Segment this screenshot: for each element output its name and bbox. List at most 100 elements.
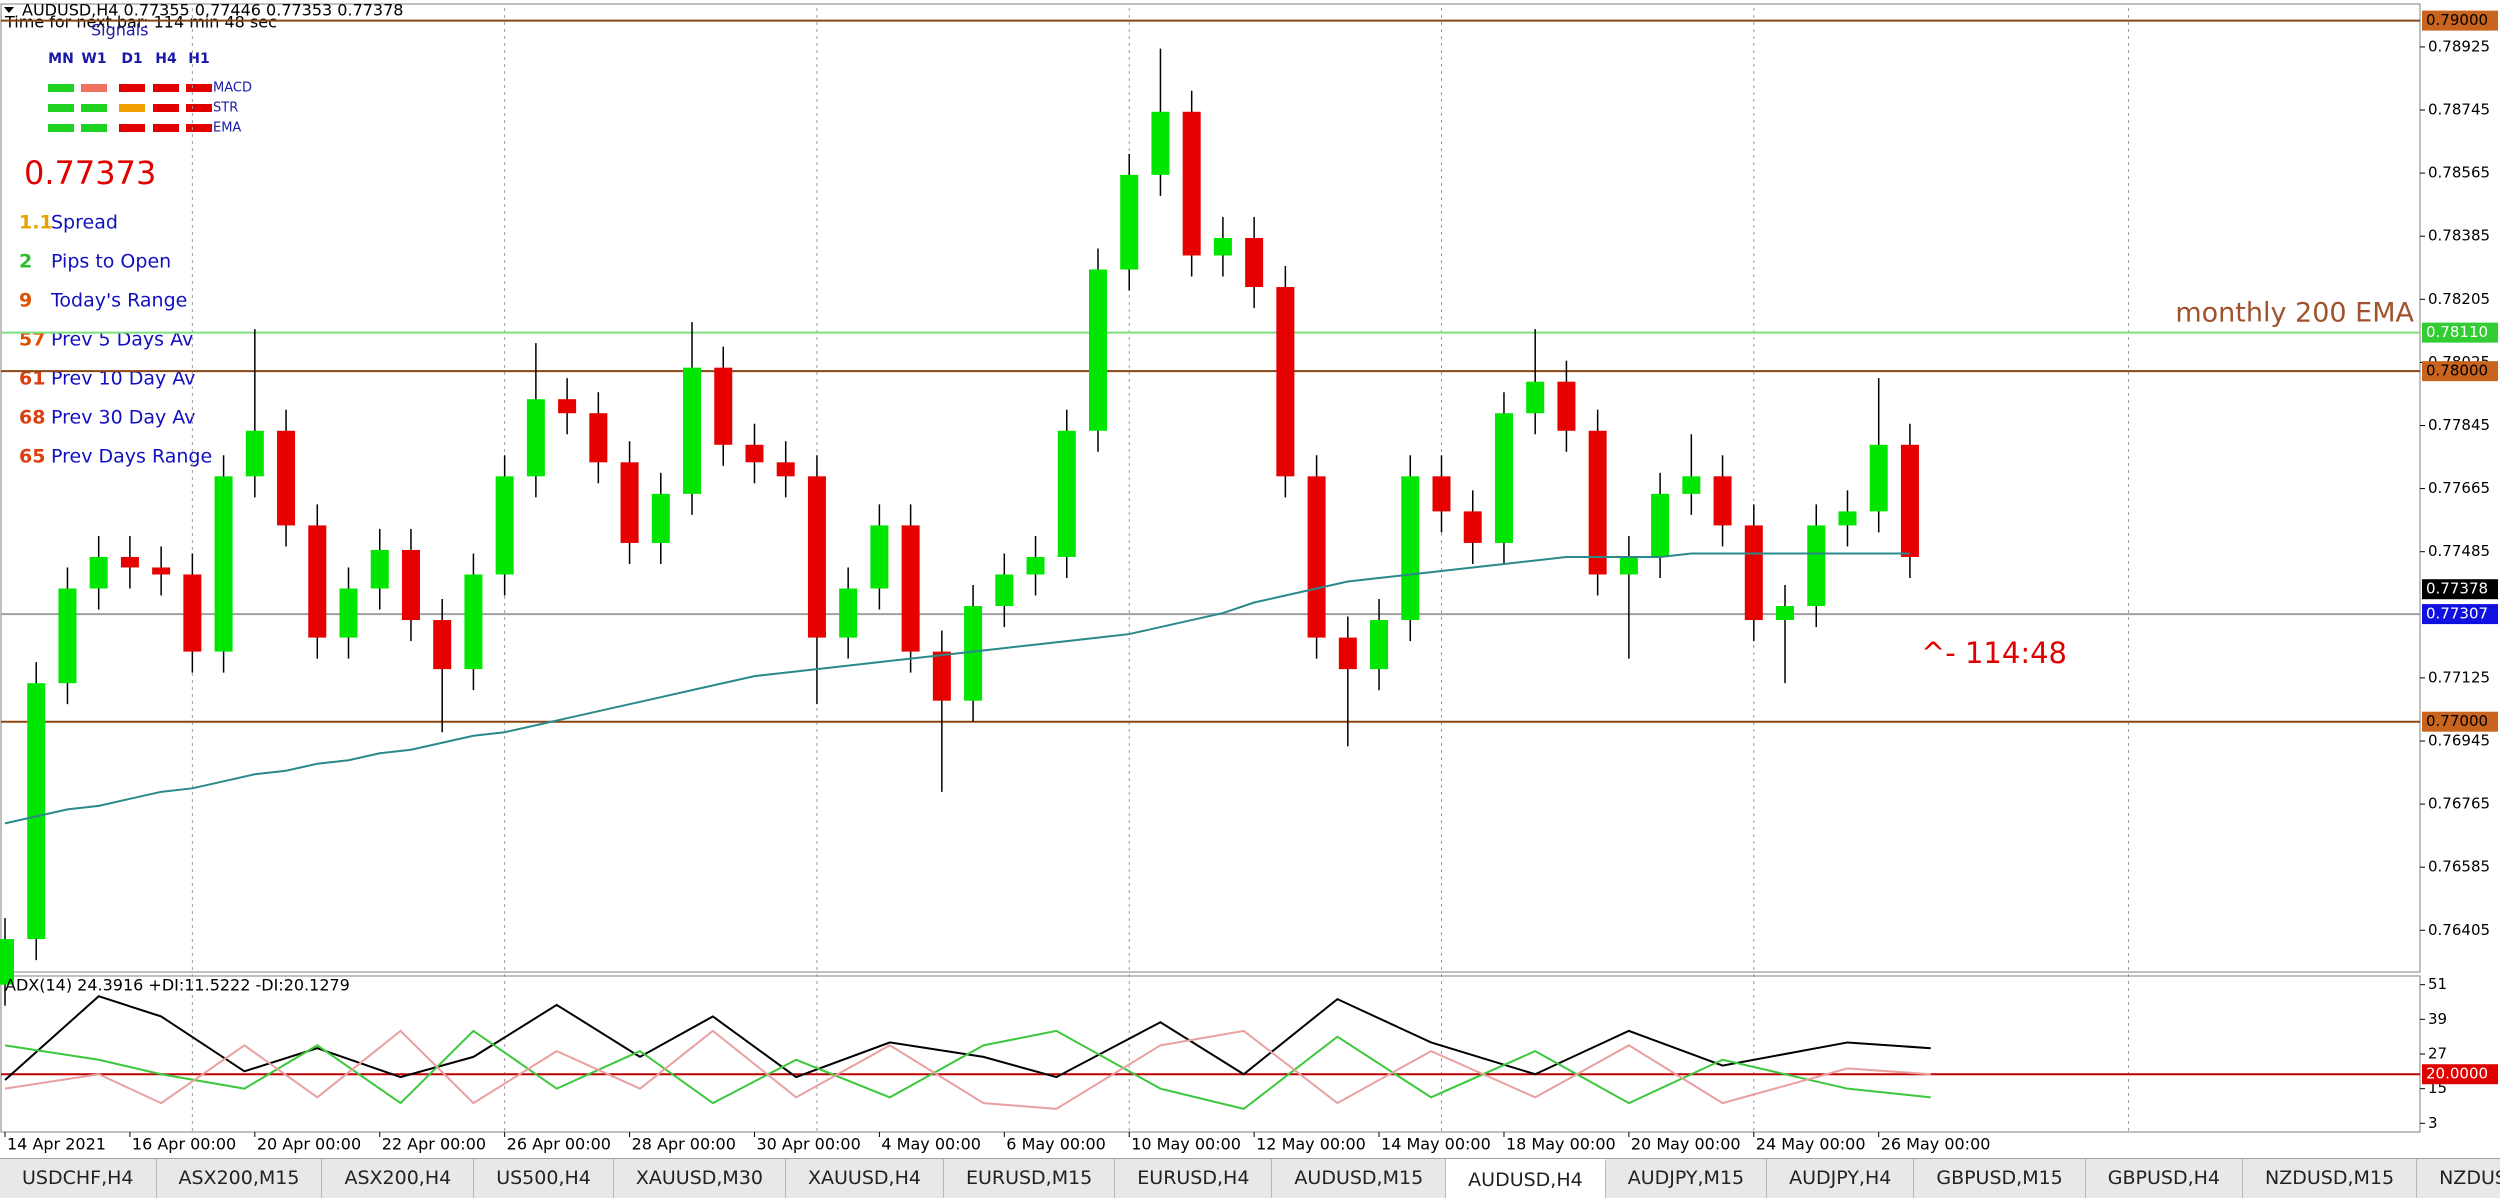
chart-tab[interactable]: USDCHF,H4 bbox=[0, 1159, 157, 1198]
stat-value: 1.1 bbox=[19, 212, 53, 234]
stat-label: Spread bbox=[51, 212, 118, 234]
level-label: 0.78110 bbox=[2426, 323, 2488, 341]
x-tick-label: 10 May 00:00 bbox=[1131, 1135, 1241, 1154]
level-label: 20.0000 bbox=[2426, 1065, 2488, 1083]
candle-body bbox=[277, 430, 296, 526]
candle-body bbox=[1463, 511, 1482, 543]
timeframe-label: H4 bbox=[155, 51, 177, 67]
chart-tab[interactable]: GBPUSD,M15 bbox=[1914, 1159, 2086, 1198]
x-tick-label: 28 Apr 00:00 bbox=[632, 1135, 736, 1154]
candle-body bbox=[464, 574, 483, 670]
signal-block bbox=[186, 84, 212, 92]
signal-block bbox=[186, 104, 212, 112]
level-label: 0.77307 bbox=[2426, 605, 2488, 623]
signal-block bbox=[153, 124, 179, 132]
level-label-bg bbox=[2422, 604, 2498, 625]
chart-tab[interactable]: US500,H4 bbox=[474, 1159, 614, 1198]
candle-body bbox=[1776, 606, 1795, 621]
candle-body bbox=[1057, 430, 1076, 557]
tab-bar: USDCHF,H4 ASX200,M15 ASX200,H4 US500,H4 XAUU… bbox=[0, 1158, 2500, 1198]
annotation: ^- 114:48 bbox=[1921, 636, 2067, 670]
x-tick-label: 16 Apr 00:00 bbox=[132, 1135, 236, 1154]
timeframe-label: MN bbox=[48, 51, 74, 67]
candle-body bbox=[558, 399, 577, 414]
candle-body bbox=[0, 939, 14, 985]
candle-body bbox=[1432, 476, 1451, 512]
candle-body bbox=[1401, 476, 1420, 621]
chart-tab[interactable]: EURUSD,H4 bbox=[1115, 1159, 1273, 1198]
chart-tab[interactable]: AUDUSD,H4 bbox=[1446, 1159, 1606, 1198]
y-tick-label: 39 bbox=[2428, 1010, 2447, 1028]
timeframe-label: H1 bbox=[188, 51, 209, 67]
candle-body bbox=[1370, 620, 1389, 670]
candle-body bbox=[995, 574, 1014, 607]
signal-block bbox=[119, 104, 145, 112]
signal-block bbox=[48, 124, 74, 132]
level-label: 0.79000 bbox=[2426, 11, 2488, 29]
candle-body bbox=[1494, 413, 1513, 543]
chart-tab[interactable]: NZDUSD,M15 bbox=[2243, 1159, 2418, 1198]
candle-body bbox=[370, 549, 389, 589]
candle-body bbox=[245, 430, 264, 477]
candle-body bbox=[152, 567, 171, 575]
y-tick-label: 0.78745 bbox=[2428, 101, 2490, 119]
x-tick-label: 26 Apr 00:00 bbox=[507, 1135, 611, 1154]
symbol-line: AUDUSD,H4 0.77355 0.77446 0.77353 0.7737… bbox=[22, 1, 403, 20]
candle-body bbox=[120, 556, 139, 568]
chart-tab[interactable]: ASX200,H4 bbox=[322, 1159, 475, 1198]
signal-label: EMA bbox=[213, 121, 241, 136]
chart-tab[interactable]: AUDUSD,M15 bbox=[1272, 1159, 1447, 1198]
stat-label: Prev 10 Day Av bbox=[51, 368, 195, 390]
chart-tab[interactable]: AUDJPY,M15 bbox=[1606, 1159, 1768, 1198]
y-tick-label: 0.76405 bbox=[2428, 921, 2490, 939]
candle-body bbox=[901, 525, 920, 652]
candle-body bbox=[932, 651, 951, 701]
signal-block bbox=[186, 124, 212, 132]
chart-tab[interactable]: AUDJPY,H4 bbox=[1767, 1159, 1915, 1198]
signals-title: Signals bbox=[91, 21, 148, 40]
x-tick-label: 14 May 00:00 bbox=[1381, 1135, 1491, 1154]
stat-value: 68 bbox=[19, 407, 45, 429]
candle-body bbox=[1338, 637, 1357, 670]
candle-body bbox=[1619, 556, 1638, 575]
price-panel bbox=[0, 3, 2421, 973]
candle-body bbox=[683, 367, 702, 494]
chart-tab[interactable]: ASX200,M15 bbox=[157, 1159, 323, 1198]
candle-body bbox=[433, 620, 452, 670]
candle-body bbox=[776, 462, 795, 477]
candle-body bbox=[308, 525, 327, 638]
y-tick-label: 3 bbox=[2428, 1114, 2438, 1132]
x-tick-label: 26 May 00:00 bbox=[1881, 1135, 1991, 1154]
chart-tab[interactable]: XAUUSD,H4 bbox=[786, 1159, 944, 1198]
y-tick-label: 0.78205 bbox=[2428, 290, 2490, 308]
signal-label: STR bbox=[213, 101, 238, 116]
x-tick-label: 20 May 00:00 bbox=[1631, 1135, 1741, 1154]
candle-body bbox=[27, 683, 46, 940]
signal-block bbox=[119, 84, 145, 92]
signal-block bbox=[81, 84, 107, 92]
candle-body bbox=[1526, 381, 1545, 414]
chart-tab[interactable]: EURUSD,M15 bbox=[944, 1159, 1116, 1198]
x-tick-label: 6 May 00:00 bbox=[1006, 1135, 1106, 1154]
candle-body bbox=[183, 574, 202, 652]
collapse-icon[interactable] bbox=[4, 7, 14, 13]
timeframe-label: D1 bbox=[121, 51, 142, 67]
candle-body bbox=[1557, 381, 1576, 431]
candle-body bbox=[1276, 287, 1295, 477]
signal-block bbox=[153, 84, 179, 92]
x-tick-label: 12 May 00:00 bbox=[1256, 1135, 1366, 1154]
candle-body bbox=[58, 588, 77, 684]
stat-label: Prev 5 Days Av bbox=[51, 329, 193, 351]
timeframe-label: W1 bbox=[81, 51, 106, 67]
chart-tab[interactable]: GBPUSD,H4 bbox=[2086, 1159, 2244, 1198]
candle-body bbox=[401, 549, 420, 621]
candle-body bbox=[1120, 174, 1139, 270]
candle-body bbox=[526, 399, 545, 477]
level-label-bg bbox=[2422, 361, 2498, 382]
level-label: 0.77378 bbox=[2426, 580, 2488, 598]
candle-body bbox=[964, 606, 983, 701]
signal-block bbox=[119, 124, 145, 132]
chart-tab[interactable]: NZDUSD,H4 bbox=[2417, 1159, 2500, 1198]
chart-tab[interactable]: XAUUSD,M30 bbox=[614, 1159, 787, 1198]
